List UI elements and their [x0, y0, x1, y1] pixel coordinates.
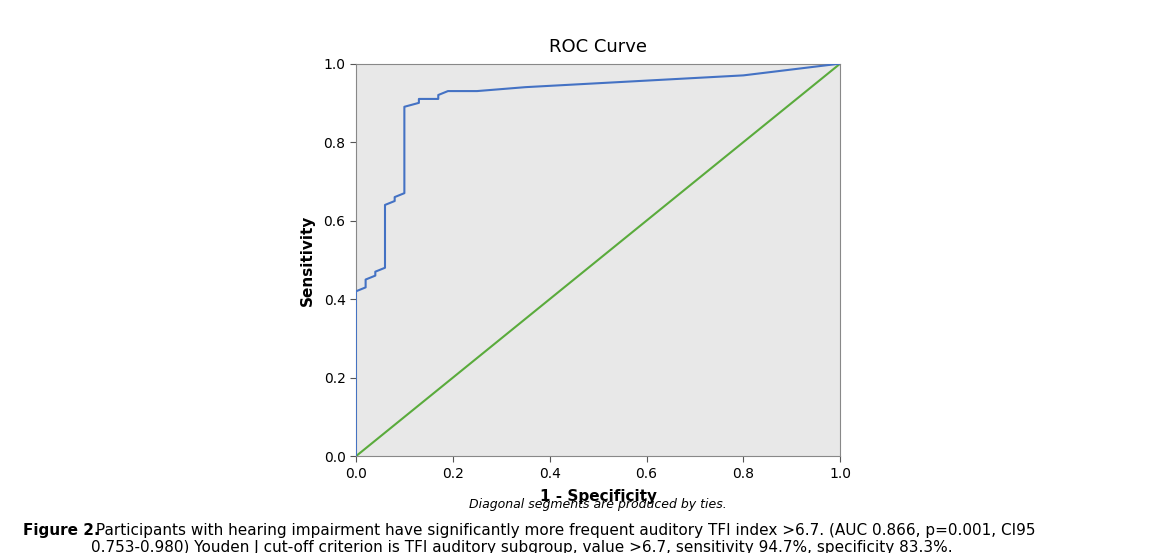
Text: Participants with hearing impairment have significantly more frequent auditory T: Participants with hearing impairment hav… [91, 523, 1035, 553]
Y-axis label: Sensitivity: Sensitivity [300, 214, 315, 306]
Text: Figure 2.: Figure 2. [23, 523, 100, 538]
X-axis label: 1 - Specificity: 1 - Specificity [539, 489, 657, 504]
Title: ROC Curve: ROC Curve [550, 39, 647, 56]
Text: Diagonal segments are produced by ties.: Diagonal segments are produced by ties. [469, 498, 727, 511]
